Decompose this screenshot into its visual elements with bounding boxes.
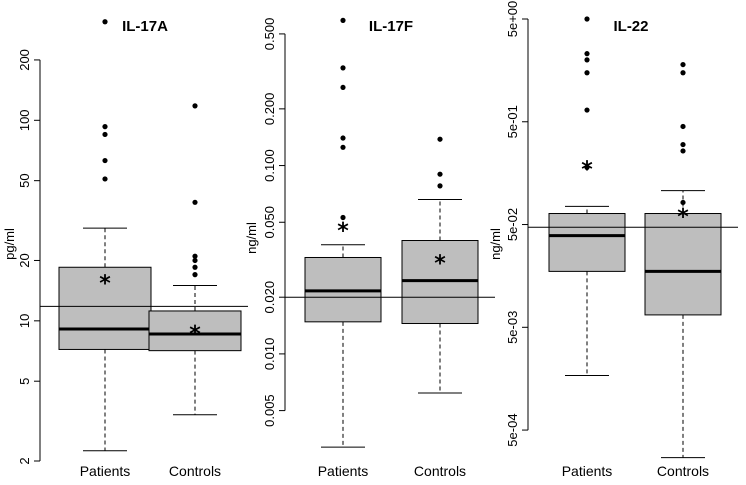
- mean-marker: *: [434, 251, 446, 276]
- outlier-point: [584, 70, 590, 76]
- mean-marker: *: [581, 157, 593, 182]
- outlier-point: [680, 61, 686, 68]
- outlier-point: [680, 141, 686, 148]
- panel-title: IL-17A: [122, 18, 168, 35]
- outlier-point: [192, 257, 198, 264]
- y-axis-label: ng/ml: [244, 222, 259, 254]
- outlier-point: [437, 183, 443, 189]
- box-controls: *: [401, 136, 479, 394]
- outlier-point: [102, 157, 108, 164]
- box-patients: *: [304, 17, 382, 448]
- x-category-label: Controls: [414, 463, 466, 479]
- y-tick-label: 5e-04: [505, 413, 520, 446]
- box-iqr: [148, 310, 242, 352]
- mean-marker: *: [99, 272, 111, 297]
- x-category-label: Patients: [318, 463, 369, 479]
- panel-il-17f: IL-17F 0.005 0.010 0.020 0.050 0.100 0.200 0.50…: [244, 18, 495, 479]
- x-category-label: Controls: [169, 463, 221, 479]
- outlier-point: [192, 253, 198, 259]
- outlier-point: [340, 214, 346, 221]
- outlier-point: [680, 123, 686, 130]
- y-tick-label: 200: [17, 49, 32, 71]
- y-tick-label: 0.100: [262, 149, 277, 182]
- outlier-point: [584, 107, 590, 113]
- mean-marker: *: [677, 205, 689, 230]
- panel-title: IL-22: [613, 18, 648, 35]
- y-tick-label: 10: [17, 314, 32, 328]
- x-category-label: Patients: [562, 463, 613, 479]
- outlier-point: [680, 199, 686, 206]
- box-controls: *: [148, 103, 242, 416]
- y-axis-label: pg/ml: [2, 228, 17, 260]
- y-axis-label: ng/ml: [488, 228, 503, 260]
- panel-title: IL-17F: [369, 18, 413, 35]
- box-controls: *: [644, 61, 722, 459]
- box-patients: *: [58, 19, 152, 452]
- mean-marker: *: [337, 219, 349, 244]
- y-tick-label: 5e-02: [505, 208, 520, 241]
- y-tick-label: 0.010: [262, 338, 277, 371]
- y-tick-label: 5e-01: [505, 105, 520, 138]
- outlier-point: [192, 264, 198, 270]
- panel-il-22: IL-22 5e-04 5e-03 5e-02 5e-01 5e+00 ng/ml * Pati…: [488, 1, 738, 479]
- y-tick-label: 0.005: [262, 394, 277, 427]
- outlier-point: [584, 164, 590, 170]
- box-iqr: [548, 213, 626, 272]
- outlier-point: [437, 136, 443, 142]
- y-tick-label: 0.050: [262, 206, 277, 239]
- y-tick-label: 5e+00: [505, 1, 520, 38]
- outlier-point: [340, 65, 346, 71]
- y-tick-label: 0.200: [262, 93, 277, 126]
- outlier-point: [584, 57, 590, 63]
- x-category-label: Controls: [657, 463, 709, 479]
- outlier-point: [192, 199, 198, 205]
- box-patients: *: [548, 16, 626, 376]
- y-tick-label: 2: [17, 457, 32, 464]
- y-tick-label: 5: [17, 378, 32, 385]
- y-tick-label: 20: [17, 253, 32, 267]
- outlier-point: [102, 124, 108, 130]
- x-category-label: Patients: [80, 463, 131, 479]
- outlier-point: [102, 19, 108, 25]
- y-tick-label: 50: [17, 173, 32, 187]
- box-iqr: [644, 213, 722, 316]
- outlier-point: [584, 16, 590, 22]
- outlier-point: [340, 144, 346, 150]
- y-tick-label: 0.020: [262, 281, 277, 314]
- outlier-point: [192, 103, 198, 109]
- outlier-point: [437, 171, 443, 177]
- y-tick-label: 100: [17, 109, 32, 131]
- outlier-point: [340, 84, 346, 91]
- outlier-point: [192, 272, 198, 278]
- outlier-point: [102, 131, 108, 138]
- outlier-point: [340, 135, 346, 141]
- box-iqr: [58, 266, 152, 350]
- y-tick-label: 5e-03: [505, 311, 520, 344]
- outlier-point: [340, 17, 346, 23]
- panel-il-17a: IL-17A 2 5 10 20 50 100 200 pg/ml * Patients * Contr…: [2, 18, 248, 479]
- mean-marker: *: [189, 322, 201, 347]
- outlier-point: [584, 51, 590, 57]
- y-tick-label: 0.500: [262, 18, 277, 51]
- outlier-point: [102, 176, 108, 182]
- outlier-point: [680, 70, 686, 76]
- outlier-point: [680, 148, 686, 154]
